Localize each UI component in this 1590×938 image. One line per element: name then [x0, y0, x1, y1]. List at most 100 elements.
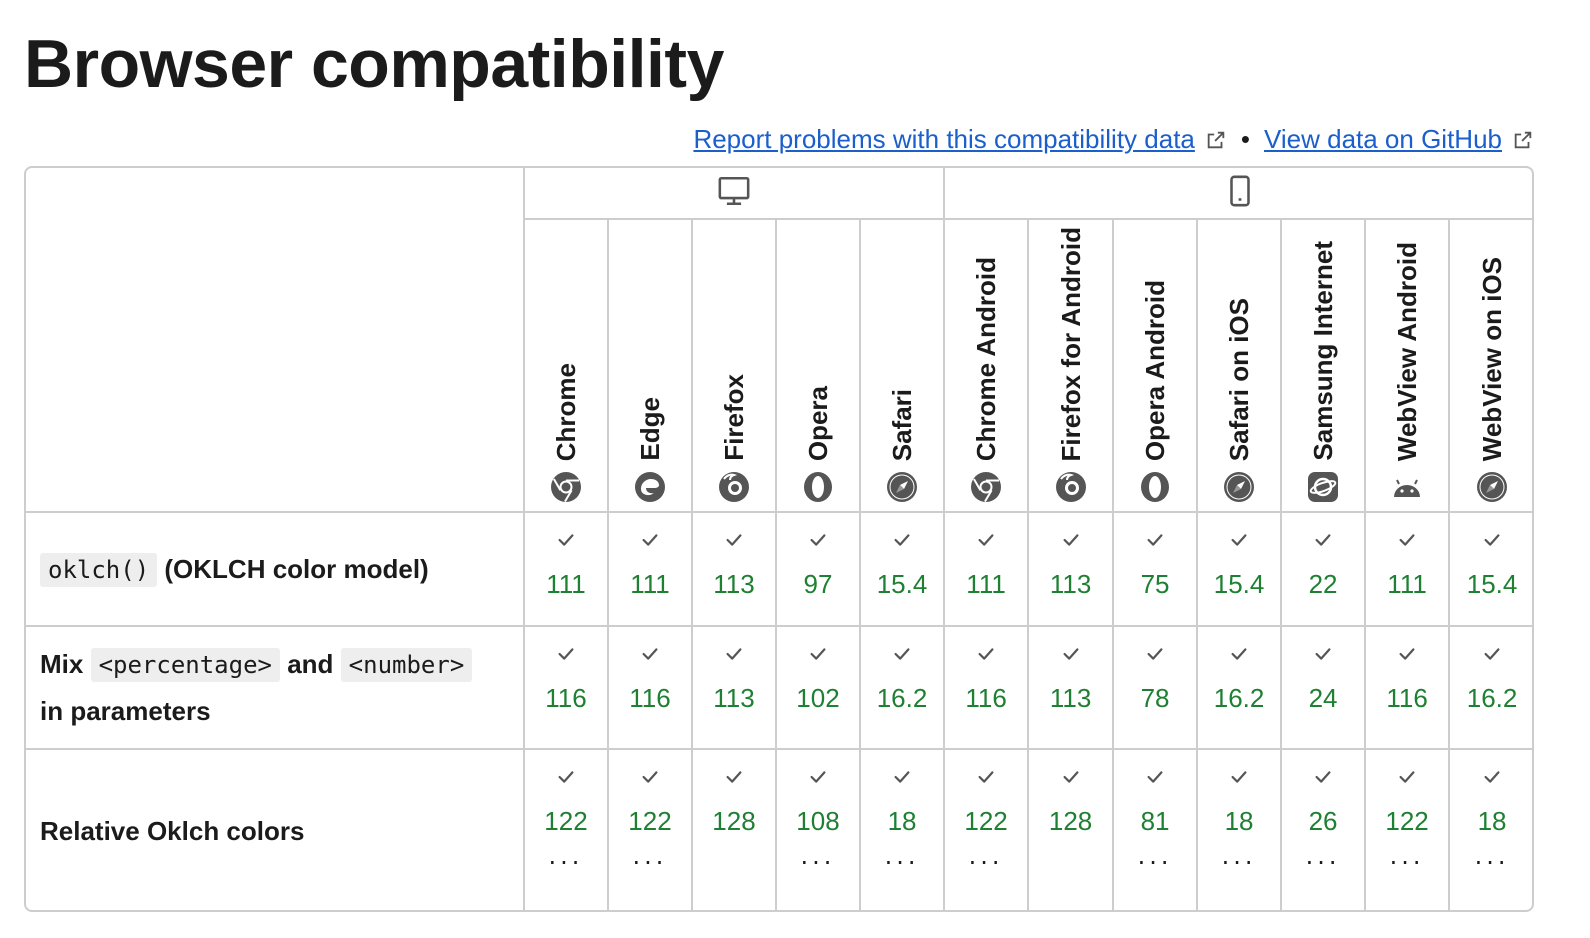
support-cell[interactable]: 75: [1112, 511, 1199, 627]
more-info-ellipsis[interactable]: ...: [968, 842, 1004, 870]
support-cell[interactable]: 113: [1027, 511, 1115, 627]
support-cell[interactable]: 128: [1027, 748, 1115, 910]
check-icon: [861, 643, 943, 665]
check-icon: [777, 529, 859, 551]
browser-name: Opera: [803, 385, 833, 461]
more-info-ellipsis[interactable]: ...: [1137, 842, 1173, 870]
feature-label: (OKLCH color model): [164, 553, 429, 584]
support-cell[interactable]: 15.4: [1196, 511, 1283, 627]
version-number: 113: [1049, 569, 1092, 599]
support-cell[interactable]: 97: [775, 511, 861, 627]
support-cell[interactable]: 24: [1280, 625, 1367, 750]
support-cell[interactable]: 81...: [1112, 748, 1199, 910]
version-number: 122: [964, 806, 1008, 836]
more-info-ellipsis[interactable]: ...: [1389, 842, 1425, 870]
report-problems-link[interactable]: Report problems with this compatibility …: [693, 124, 1194, 155]
support-cell[interactable]: 15.4: [858, 511, 946, 627]
check-icon: [861, 766, 943, 788]
check-icon: [1114, 529, 1196, 551]
support-cell[interactable]: 16.2: [1196, 625, 1283, 750]
version-number: 111: [966, 569, 1006, 599]
support-cell[interactable]: 116: [607, 625, 693, 750]
browser-name: Firefox for Android: [1055, 226, 1086, 461]
check-icon: [1198, 766, 1280, 788]
support-cell[interactable]: 113: [1027, 625, 1115, 750]
support-cell[interactable]: 18...: [858, 748, 946, 910]
check-icon: [525, 529, 607, 551]
support-cell[interactable]: 122...: [607, 748, 693, 910]
compat-table-wrapper: Chrome Edge Firefox Opera Safari Chrome Andro…: [24, 166, 1534, 912]
support-cell[interactable]: 116: [943, 625, 1030, 750]
support-cell[interactable]: 111: [607, 511, 693, 627]
support-cell[interactable]: 22: [1280, 511, 1367, 627]
report-problems-label: Report problems with this compatibility …: [693, 124, 1195, 154]
version-number: 111: [546, 569, 586, 599]
support-cell[interactable]: 122...: [523, 748, 609, 910]
check-icon: [609, 643, 691, 665]
check-icon: [1366, 643, 1448, 665]
more-info-ellipsis[interactable]: ...: [632, 842, 668, 870]
version-number: 102: [796, 683, 840, 713]
check-icon: [1198, 529, 1280, 551]
version-number: 75: [1140, 569, 1170, 599]
support-cell[interactable]: 108...: [775, 748, 861, 910]
support-cell[interactable]: 102: [775, 625, 861, 750]
more-info-ellipsis[interactable]: ...: [1221, 842, 1257, 870]
more-info-ellipsis[interactable]: ...: [1305, 842, 1341, 870]
version-number: 116: [1386, 683, 1428, 713]
feature-label: and: [287, 649, 334, 679]
support-cell[interactable]: 116: [1364, 625, 1451, 750]
version-number: 26: [1308, 806, 1338, 836]
support-cell[interactable]: 16.2: [1448, 625, 1532, 750]
support-cell[interactable]: 116: [523, 625, 609, 750]
browser-name: Safari on iOS: [1224, 297, 1255, 461]
browser-header-edge: Edge: [607, 218, 693, 513]
version-number: 78: [1140, 683, 1170, 713]
more-info-ellipsis[interactable]: ...: [800, 842, 836, 870]
support-cell[interactable]: 113: [691, 511, 777, 627]
firefox-icon: [1055, 471, 1087, 503]
more-info-ellipsis[interactable]: ...: [1474, 842, 1510, 870]
support-cell[interactable]: 26...: [1280, 748, 1367, 910]
support-cell[interactable]: 78: [1112, 625, 1199, 750]
support-cell[interactable]: 111: [523, 511, 609, 627]
feature-label: Relative Oklch colors: [40, 816, 305, 846]
version-number: 15.4: [876, 569, 928, 599]
view-github-link[interactable]: View data on GitHub: [1264, 124, 1502, 155]
check-icon: [1029, 643, 1112, 665]
support-cell[interactable]: 113: [691, 625, 777, 750]
version-number: 116: [965, 683, 1007, 713]
support-cell[interactable]: 128: [691, 748, 777, 910]
platform-mobile: [943, 168, 1532, 220]
version-number: 18: [887, 806, 917, 836]
compat-links: Report problems with this compatibility …: [693, 124, 1534, 155]
desktop-icon: [718, 176, 750, 206]
check-icon: [1282, 529, 1364, 551]
version-number: 113: [713, 569, 755, 599]
support-cell[interactable]: 122...: [943, 748, 1030, 910]
browser-name: Samsung Internet: [1308, 241, 1339, 461]
safari-icon: [1476, 471, 1508, 503]
browser-header-webview-android: WebView Android: [1364, 218, 1451, 513]
support-cell[interactable]: 18...: [1448, 748, 1532, 910]
support-cell[interactable]: 111: [943, 511, 1030, 627]
version-number: 122: [544, 806, 588, 836]
support-cell[interactable]: 16.2: [858, 625, 946, 750]
more-info-ellipsis[interactable]: ...: [548, 842, 584, 870]
check-icon: [1450, 766, 1532, 788]
check-icon: [1450, 529, 1532, 551]
support-cell[interactable]: 18...: [1196, 748, 1283, 910]
browser-row: Chrome Edge Firefox Opera Safari Chrome Andro…: [26, 218, 1532, 513]
version-number: 128: [712, 806, 756, 836]
browser-header-opera-android: Opera Android: [1112, 218, 1199, 513]
browser-name: Chrome Android: [971, 256, 1002, 461]
support-cell[interactable]: 111: [1364, 511, 1451, 627]
check-icon: [1450, 643, 1532, 665]
browser-header-firefox-for-android: Firefox for Android: [1027, 218, 1115, 513]
platform-row: [26, 168, 1532, 513]
opera-icon: [802, 471, 834, 503]
more-info-ellipsis[interactable]: ...: [884, 842, 920, 870]
check-icon: [693, 766, 775, 788]
support-cell[interactable]: 122...: [1364, 748, 1451, 910]
support-cell[interactable]: 15.4: [1448, 511, 1532, 627]
